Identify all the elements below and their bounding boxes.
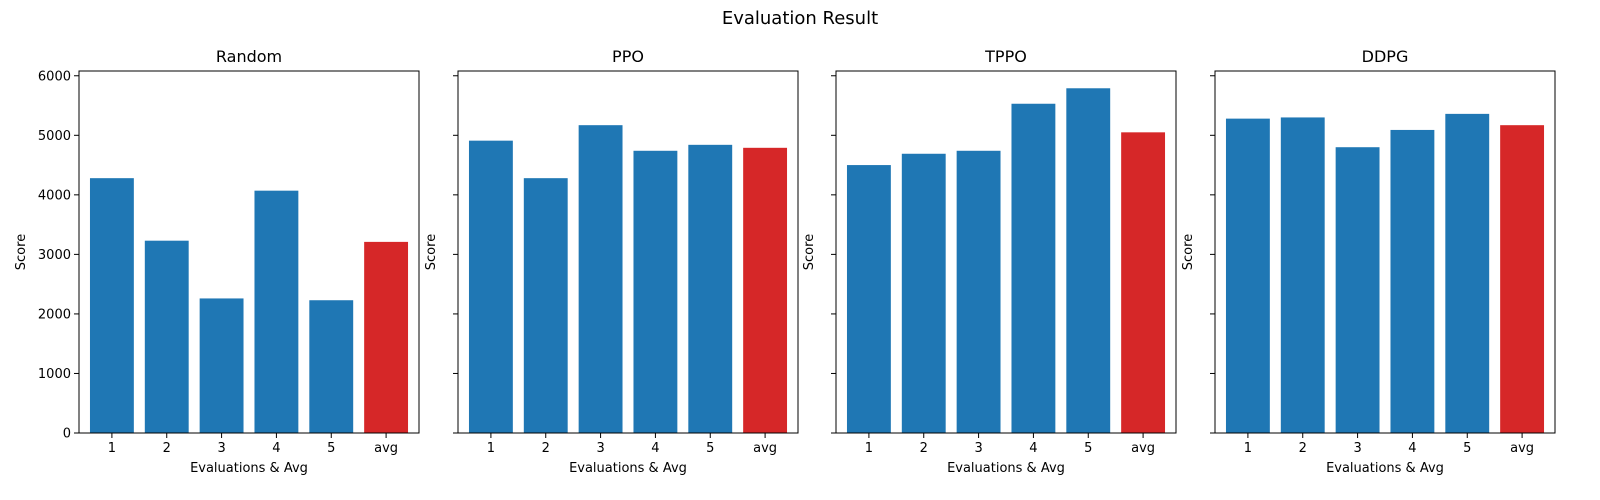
axes-frame — [1214, 70, 1556, 434]
y-axis-label: Score — [424, 234, 439, 270]
x-tick-label: 4 — [1029, 441, 1037, 456]
eval-bar — [1011, 103, 1056, 433]
x-axis-label: Evaluations & Avg — [190, 461, 308, 476]
y-tick-label: 2000 — [38, 307, 71, 322]
panel-title: PPO — [612, 47, 644, 66]
x-tick-label: 5 — [327, 441, 335, 456]
eval-bar — [1280, 117, 1325, 433]
x-tick-label: avg — [1131, 441, 1155, 456]
x-tick-label: 2 — [542, 441, 550, 456]
x-tick-label: 2 — [1299, 441, 1307, 456]
x-tick-label: 1 — [865, 441, 873, 456]
panel-title: DDPG — [1362, 47, 1409, 66]
x-tick-label: 4 — [651, 441, 659, 456]
x-axis-label: Evaluations & Avg — [947, 461, 1065, 476]
eval-bar — [523, 178, 568, 433]
y-tick-label: 0 — [63, 427, 71, 442]
x-tick-label: avg — [753, 441, 777, 456]
y-axis-label: Score — [1181, 234, 1196, 270]
y-axis-label: Score — [14, 234, 29, 270]
x-tick-label: 3 — [217, 441, 225, 456]
eval-bar — [901, 153, 946, 433]
figure-title: Evaluation Result — [722, 8, 878, 29]
x-tick-label: 2 — [163, 441, 171, 456]
eval-bar — [468, 140, 513, 433]
x-tick-label: 5 — [1463, 441, 1471, 456]
eval-bar — [1445, 113, 1490, 434]
y-tick-label: 1000 — [38, 367, 71, 382]
eval-bar — [199, 298, 244, 433]
x-tick-label: 5 — [1084, 441, 1092, 456]
axes-frame — [78, 70, 420, 434]
x-tick-label: 1 — [108, 441, 116, 456]
eval-bar — [89, 178, 134, 433]
x-tick-label: avg — [374, 441, 398, 456]
y-tick-label: 3000 — [38, 248, 71, 263]
avg-bar — [743, 147, 788, 433]
eval-bar — [846, 165, 891, 433]
y-axis-label: Score — [802, 234, 817, 270]
avg-bar — [1500, 125, 1545, 434]
panel-title: Random — [216, 47, 282, 66]
axes-frame — [835, 70, 1177, 434]
y-tick-label: 6000 — [38, 69, 71, 84]
y-tick-label: 4000 — [38, 188, 71, 203]
x-axis-label: Evaluations & Avg — [569, 461, 687, 476]
x-tick-label: 1 — [1244, 441, 1252, 456]
avg-bar — [1121, 132, 1166, 433]
x-tick-label: avg — [1510, 441, 1534, 456]
eval-bar — [578, 125, 623, 434]
x-tick-label: 3 — [1353, 441, 1361, 456]
eval-bar — [688, 144, 733, 433]
eval-bar — [633, 150, 678, 433]
x-tick-label: 4 — [1408, 441, 1416, 456]
x-axis-label: Evaluations & Avg — [1326, 461, 1444, 476]
avg-bar — [364, 241, 409, 433]
eval-bar — [1066, 88, 1111, 434]
eval-bar — [1390, 129, 1435, 433]
axes-frame — [457, 70, 799, 434]
x-tick-label: 3 — [974, 441, 982, 456]
eval-bar — [144, 240, 189, 433]
panel-title: TPPO — [984, 47, 1027, 66]
eval-bar — [956, 150, 1001, 433]
eval-bar — [1335, 147, 1380, 433]
eval-bar — [254, 190, 299, 433]
x-tick-label: 2 — [920, 441, 928, 456]
x-tick-label: 1 — [487, 441, 495, 456]
x-tick-label: 4 — [272, 441, 280, 456]
x-tick-label: 5 — [706, 441, 714, 456]
eval-bar — [1225, 118, 1270, 433]
eval-bar — [309, 300, 354, 433]
x-tick-label: 3 — [596, 441, 604, 456]
y-tick-label: 5000 — [38, 129, 71, 144]
